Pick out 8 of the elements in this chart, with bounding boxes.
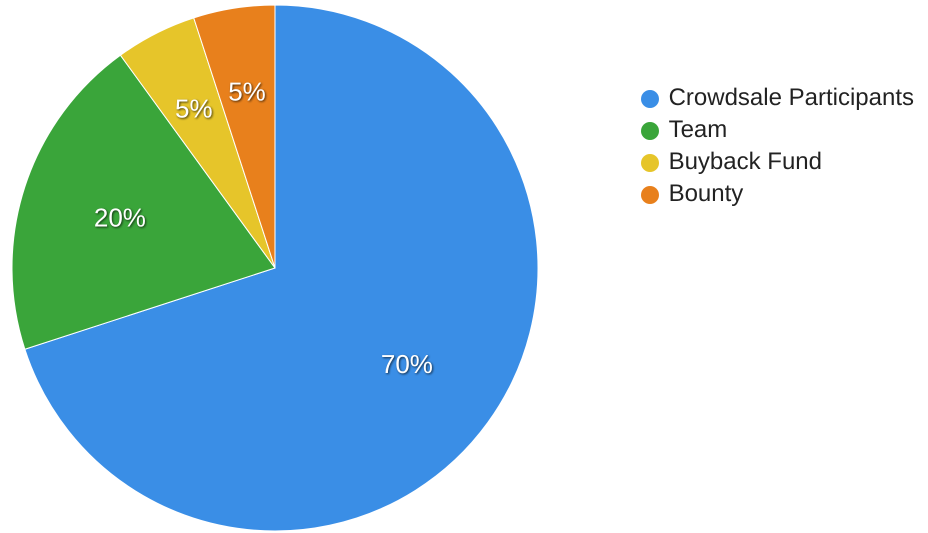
legend-label: Buyback Fund: [668, 148, 822, 175]
data-label: 70%: [380, 348, 433, 379]
legend-label: Team: [668, 116, 728, 143]
data-label: 5%: [175, 94, 213, 124]
data-label: 5%: [228, 76, 266, 106]
data-label: 20%: [94, 202, 146, 233]
legend-label: Crowdsale Participants: [668, 84, 914, 111]
legend-label: Bounty: [668, 180, 744, 207]
